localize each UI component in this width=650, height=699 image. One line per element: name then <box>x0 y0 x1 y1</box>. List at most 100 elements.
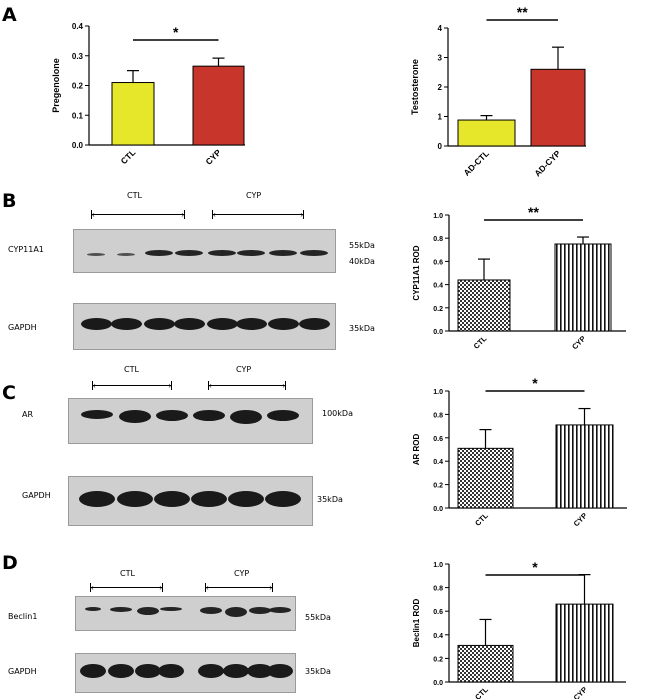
blot-c-size-35: 35kDa <box>317 495 343 504</box>
a-left-bar-0 <box>111 82 155 146</box>
blot-b-cyp-bracket: ‹ › <box>212 210 304 219</box>
c-right-bar-1 <box>555 424 614 509</box>
c-right-y-tick-label-1: 0.2 <box>433 483 443 490</box>
blot-b1-band-3 <box>175 250 203 256</box>
blot-c2-band-4 <box>228 491 264 507</box>
blot-b-gapdh-membrane <box>73 303 336 350</box>
c-right-y-tick-label-3: 0.6 <box>433 436 443 443</box>
a-left-y-tick-label-4: 0.4 <box>72 22 84 31</box>
d-right-y-axis-label: Beclin1 ROD <box>412 599 421 648</box>
blot-d1-band-6 <box>249 607 271 614</box>
blot-d-row-label-2: GAPDH <box>8 667 37 676</box>
blot-d2-band-0 <box>80 664 106 678</box>
b-right-y-tick-label-2: 0.4 <box>433 283 443 290</box>
blot-b-size-40: 40kDa <box>349 257 375 266</box>
a-left-y-tick-label-1: 0.1 <box>72 111 84 120</box>
blot-b2-band-0 <box>80 318 112 330</box>
blot-b1-band-1 <box>117 253 135 256</box>
d-right-significance-stars: * <box>532 559 538 575</box>
a-right-category-label-1: AD-CYP <box>532 148 562 178</box>
b-right-bar-1 <box>554 243 612 332</box>
blot-d2-band-6 <box>247 664 273 678</box>
panel-letter-a: A <box>2 4 17 26</box>
a-left-y-tick-label-0: 0.0 <box>72 141 84 150</box>
blot-c1-band-3 <box>193 410 225 421</box>
blot-b2-band-6 <box>267 318 299 330</box>
blot-b2-band-4 <box>206 318 238 330</box>
panel-letter-b: B <box>2 190 17 212</box>
blot-d1-band-2 <box>137 607 159 615</box>
a-right-y-tick-label-3: 3 <box>438 54 443 63</box>
c-right-y-axis-label: AR ROD <box>412 434 421 466</box>
blot-b1-band-4 <box>208 250 236 256</box>
blot-d1-band-0 <box>85 607 101 611</box>
c-right-category-label-0: CTL <box>473 511 490 528</box>
blot-b1-band-5 <box>237 250 265 256</box>
blot-d-ctl-bracket: ‹ › <box>90 583 163 592</box>
c-right-y-tick-label-0: 0.0 <box>433 506 443 513</box>
b-right-y-tick-label-0: 0.0 <box>433 329 443 336</box>
blot-b1-band-6 <box>269 250 297 256</box>
blot-c-cyp-bracket: ‹ › <box>208 381 286 390</box>
a-right-category-label-0: AD-CTL <box>461 148 490 177</box>
c-right-bar-0 <box>457 447 514 509</box>
a-left-bar-1 <box>192 65 245 146</box>
d-right-y-tick-label-5: 1.0 <box>433 562 443 569</box>
blot-d1-band-4 <box>200 607 222 614</box>
blot-b1-band-0 <box>87 253 105 256</box>
blot-b-ctl-bracket: ‹ › <box>91 210 185 219</box>
blot-b1-band-7 <box>300 250 328 256</box>
c-right-y-tick-label-5: 1.0 <box>433 389 443 396</box>
blot-c2-band-1 <box>117 491 153 507</box>
blot-d2-band-4 <box>198 664 224 678</box>
c-right-significance-stars: * <box>532 375 538 391</box>
blot-d-row-label-1: Beclin1 <box>8 612 38 621</box>
blot-c-ar-membrane <box>68 398 313 444</box>
b-right-significance-stars: ** <box>528 204 539 220</box>
d-right-y-tick-label-0: 0.0 <box>433 680 443 687</box>
b-right-category-label-1: CYP <box>570 334 587 351</box>
blot-c-group-ctl: CTL <box>124 365 139 374</box>
blot-c2-band-2 <box>154 491 190 507</box>
blot-c2-band-3 <box>191 491 227 507</box>
a-left-y-tick-label-3: 0.3 <box>72 52 84 61</box>
a-right-significance-stars: ** <box>517 4 528 20</box>
a-right-y-tick-label-2: 2 <box>438 83 443 92</box>
blot-d2-band-7 <box>267 664 293 678</box>
panel-letter-d: D <box>2 552 18 574</box>
a-right-y-tick-label-1: 1 <box>438 113 443 122</box>
blot-b2-band-1 <box>110 318 142 330</box>
c-right-category-label-1: CYP <box>572 511 589 528</box>
blot-d-group-cyp: CYP <box>234 569 250 578</box>
d-right-y-tick-label-3: 0.6 <box>433 609 443 616</box>
blot-d1-band-5 <box>225 607 247 617</box>
blot-d-size-55: 55kDa <box>305 613 331 622</box>
blot-c-size-100: 100kDa <box>322 409 353 418</box>
c-right-y-tick-label-4: 0.8 <box>433 412 443 419</box>
blot-b2-band-5 <box>235 318 267 330</box>
b-right-y-tick-label-5: 1.0 <box>433 213 443 220</box>
d-right-y-tick-label-1: 0.2 <box>433 656 443 663</box>
blot-d-beclin1-membrane <box>75 596 296 631</box>
a-right-y-axis-label: Testosterone <box>410 59 420 115</box>
c-right-y-tick-label-2: 0.4 <box>433 459 443 466</box>
d-right-category-label-0: CTL <box>473 685 490 699</box>
blot-d-group-ctl: CTL <box>120 569 135 578</box>
blot-d1-band-3 <box>160 607 182 611</box>
blot-c1-band-5 <box>267 410 299 421</box>
d-right-bar-0 <box>457 644 514 683</box>
blot-d2-band-3 <box>158 664 184 678</box>
blot-b-size-55: 55kDa <box>349 241 375 250</box>
blot-c2-band-0 <box>79 491 115 507</box>
a-right-y-tick-label-0: 0 <box>438 142 443 151</box>
blot-d2-band-2 <box>135 664 161 678</box>
blot-c-row-label-1: AR <box>22 410 34 419</box>
b-right-y-tick-label-4: 0.8 <box>433 236 443 243</box>
panel-letter-c: C <box>2 382 16 404</box>
blot-b-group-ctl: CTL <box>127 191 142 200</box>
a-left-category-label-0: CTL <box>119 147 138 166</box>
a-left-category-label-1: CYP <box>203 147 223 167</box>
d-right-y-tick-label-2: 0.4 <box>433 633 443 640</box>
blot-b2-band-3 <box>173 318 205 330</box>
